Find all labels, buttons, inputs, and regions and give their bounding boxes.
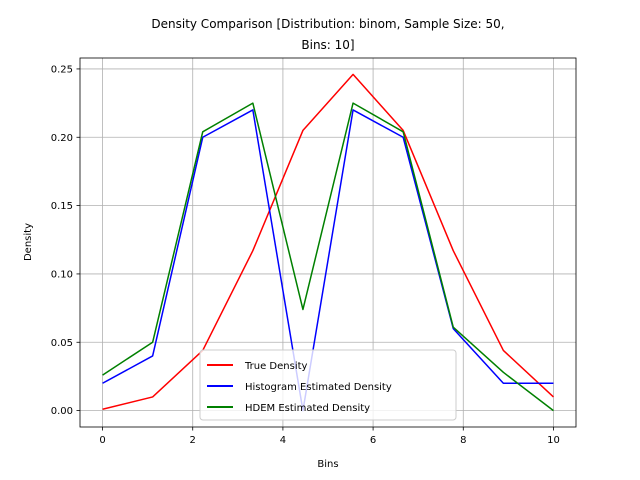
plot-frame [79,57,577,428]
legend: True Density Histogram Estimated Density… [199,349,457,421]
legend-label-true-density: True Density [244,361,308,372]
series-line-histogram-estimated-density [102,109,554,412]
x-tick-label: 2 [190,435,196,446]
x-tick-label: 4 [280,435,286,446]
y-tick-label: 0.15 [51,201,73,212]
chart-title-line-2: Bins: 10] [301,38,354,52]
legend-label-hdem-density: HDEM Estimated Density [245,403,370,414]
y-axis-label: Density [23,223,34,261]
y-tick-label: 0.20 [51,133,73,144]
axes: 0 2 4 6 8 10 0.00 0.05 0.10 0.15 0.20 0.25 [51,57,577,446]
x-tick-label: 6 [370,435,376,446]
legend-label-histogram-density: Histogram Estimated Density [245,382,392,393]
legend-frame [199,349,457,421]
x-tick-label: 10 [547,435,560,446]
y-tick-label: 0.25 [51,64,73,75]
x-tick-label: 0 [99,435,105,446]
x-tick-label: 8 [460,435,466,446]
y-tick-label: 0.05 [51,338,73,349]
series-line-true-density [102,73,554,410]
y-tick-label: 0.00 [51,406,73,417]
series-line-hdem-estimated-density [102,102,554,412]
x-axis-label: Bins [317,459,338,470]
chart-title-line-1: Density Comparison [Distribution: binom,… [151,17,504,31]
y-tick-label: 0.10 [51,269,73,280]
series-lines [102,73,554,412]
